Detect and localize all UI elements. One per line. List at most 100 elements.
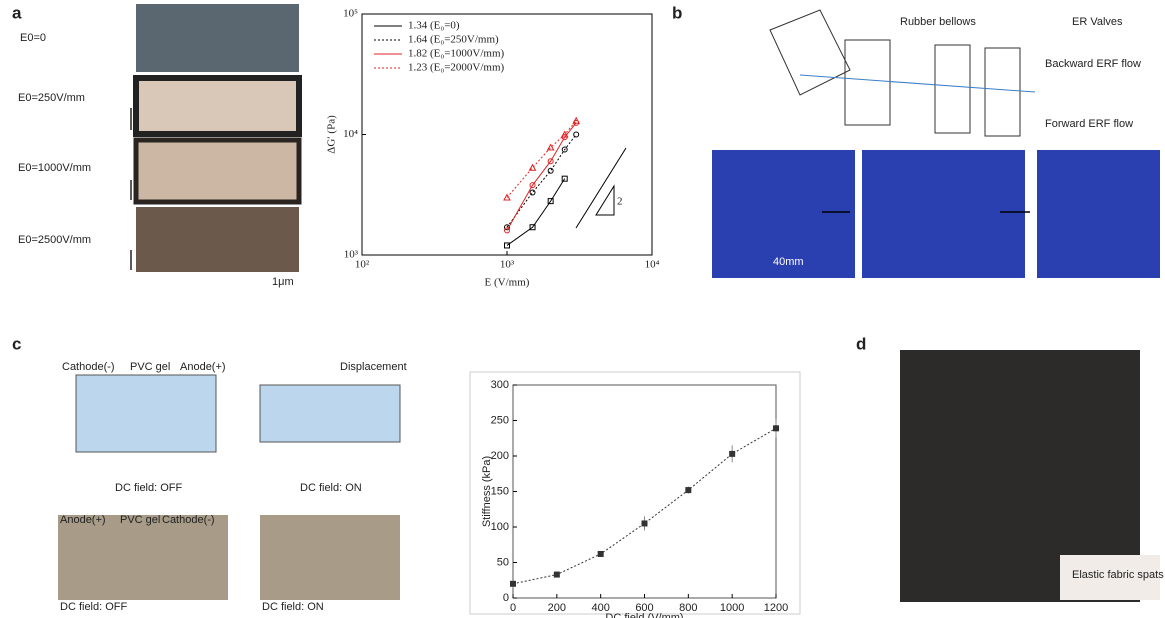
legend-label: 1.23 (E₀=2000V/mm): [408, 62, 505, 74]
diagram-label: PVC gel: [130, 361, 170, 373]
photo: [1037, 150, 1160, 278]
diagram-label: Rubber bellows: [900, 16, 976, 28]
y-tick-label: 10³: [344, 249, 359, 261]
marker: [547, 158, 554, 165]
marker: [773, 425, 779, 432]
diagram-label: Displacement: [340, 361, 407, 373]
y-tick-label: 250: [491, 414, 509, 426]
field-label: E0=2500V/mm: [18, 234, 91, 246]
marker: [553, 571, 560, 578]
label-box: [1060, 555, 1160, 600]
x-tick-label: 10²: [355, 259, 370, 271]
diagram-label: ER Valves: [1072, 16, 1123, 28]
marker: [547, 167, 554, 174]
marker: [561, 175, 568, 182]
plot-frame: [361, 13, 653, 256]
marker: [641, 520, 648, 527]
y-tick-label: 300: [491, 379, 509, 391]
actuator-diagram: [769, 9, 1036, 137]
y-tick-label: 150: [491, 485, 509, 497]
y-axis-label: Stiffness (kPa): [481, 456, 493, 527]
series-line: [512, 427, 777, 585]
x-axis-label: DC field (V/mm): [605, 612, 683, 618]
photo: [862, 150, 1025, 278]
y-tick-label: 10⁴: [343, 128, 358, 140]
marker: [503, 193, 511, 201]
series-line: [506, 134, 577, 228]
marker: [573, 131, 580, 138]
marker: [547, 198, 554, 205]
caption: DC field: OFF: [115, 482, 183, 494]
plot-frame: [512, 384, 777, 599]
field-label: E0=1000V/mm: [18, 162, 91, 174]
legend-label: 1.64 (E₀=250V/mm): [408, 34, 499, 46]
series-line: [506, 120, 577, 198]
x-tick-label: 400: [591, 602, 609, 614]
micrograph: [133, 75, 302, 137]
legend-label: 1.82 (E₀=1000V/mm): [408, 48, 505, 60]
field-label: E0=250V/mm: [18, 92, 85, 104]
panel-label: c: [12, 334, 21, 353]
diagram: [259, 384, 401, 443]
marker: [597, 550, 604, 557]
marker: [685, 487, 692, 494]
diagram-label: PVC gel: [120, 514, 160, 526]
caption: DC field: ON: [262, 601, 324, 613]
marker: [729, 450, 736, 457]
diagram: [75, 374, 217, 453]
x-tick-label: 10³: [500, 259, 515, 271]
y-tick-label: 200: [491, 450, 509, 462]
slope-triangle: [575, 147, 627, 229]
panel-label: b: [672, 3, 682, 22]
y-axis-label: ΔG′ (Pa): [326, 115, 338, 154]
photo: [712, 150, 855, 278]
x-tick-label: 800: [679, 602, 697, 614]
x-tick-label: 0: [510, 602, 516, 614]
diagram-label: Cathode(-): [162, 514, 215, 526]
x-tick-label: 1200: [764, 602, 788, 614]
marker: [560, 130, 569, 138]
y-tick-label: 10⁵: [343, 8, 358, 20]
panel-label: d: [856, 334, 866, 353]
scale-bar: 1μm: [272, 276, 294, 288]
photo: [58, 515, 228, 600]
marker: [546, 143, 555, 151]
x-tick-label: 200: [548, 602, 566, 614]
marker: [529, 224, 536, 231]
field-label: E0=0: [20, 32, 46, 44]
diagram-label: Forward ERF flow: [1045, 118, 1133, 130]
y-tick-label: 100: [491, 521, 509, 533]
marker: [529, 182, 536, 189]
diagram-label: Anode(+): [60, 514, 106, 526]
y-tick-label: 50: [497, 556, 509, 568]
micrograph: [133, 137, 302, 205]
micrograph: [136, 207, 299, 272]
marker: [572, 116, 581, 124]
x-tick-label: 1000: [720, 602, 744, 614]
marker: [510, 580, 516, 587]
photo: [260, 515, 400, 600]
marker: [561, 146, 568, 153]
marker: [504, 242, 510, 249]
y-tick-label: 0: [503, 592, 509, 604]
x-tick-label: 600: [635, 602, 653, 614]
caption: DC field: OFF: [60, 601, 128, 613]
scale-bar: 40mm: [773, 256, 804, 268]
caption: DC field: ON: [300, 482, 362, 494]
series-line: [506, 122, 577, 231]
chart-border: [469, 371, 801, 615]
x-axis-label: E (V/mm): [485, 277, 530, 289]
marker: [528, 163, 537, 171]
marker: [504, 227, 510, 234]
series-line: [506, 178, 566, 246]
x-tick-label: 10⁴: [645, 259, 660, 271]
diagram-label: Anode(+): [180, 361, 226, 373]
legend-label: 1.34 (E₀=0): [408, 20, 460, 32]
diagram-label: Cathode(-): [62, 361, 115, 373]
photo-label: Elastic fabric spats: [1072, 569, 1164, 581]
micrograph: [136, 4, 299, 72]
annotation: 2: [617, 196, 623, 208]
marker: [529, 189, 536, 196]
diagram-label: Backward ERF flow: [1045, 58, 1141, 70]
